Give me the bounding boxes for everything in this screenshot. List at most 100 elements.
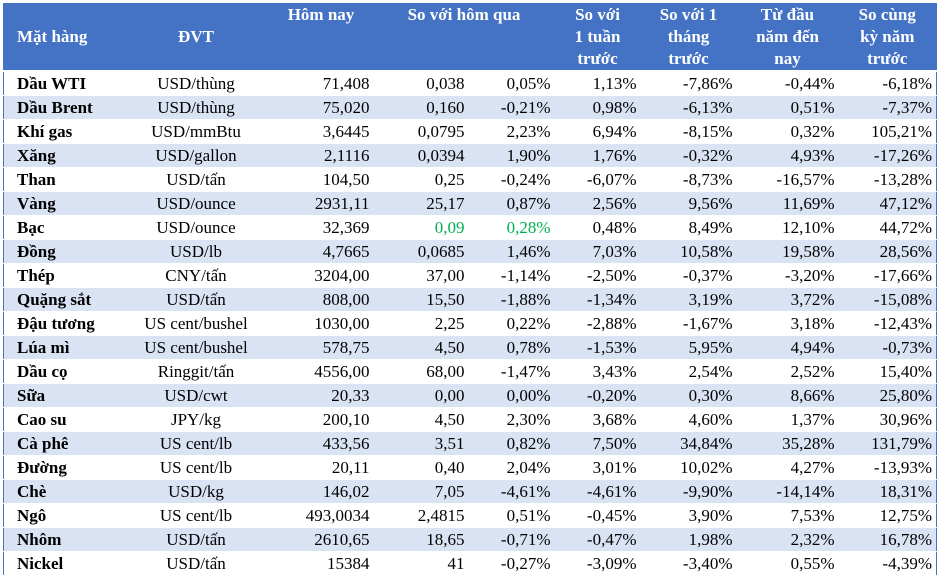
change-vs-week: 6,94% (554, 119, 641, 144)
table-row: Bạc USD/ounce 32,369 0,09 0,28% 0,48% 8,49% 12,… (3, 215, 937, 240)
table-row: Cao su JPY/kg 200,10 4,50 2,30% 3,68% 4,60% 1,3… (3, 407, 937, 432)
change-yoy: -0,73% (838, 335, 937, 360)
price-today: 433,56 (268, 431, 374, 456)
unit-cell: US cent/lb (123, 431, 269, 456)
change-vs-week: 7,50% (554, 431, 641, 456)
change-vs-week: -0,45% (554, 503, 641, 528)
change-ytd: 4,27% (736, 455, 839, 480)
change-yoy: -17,26% (838, 143, 937, 168)
price-today: 75,020 (268, 95, 374, 120)
commodity-name: Vàng (3, 191, 124, 216)
commodity-price-table: Mặt hàng ĐVT Hôm nay So với hôm qua So v… (3, 3, 937, 576)
change-pct-vs-yesterday: -1,14% (468, 263, 555, 288)
unit-cell: USD/tấn (123, 287, 269, 312)
change-vs-yesterday: 3,51 (373, 431, 469, 456)
table-row: Xăng USD/gallon 2,1116 0,0394 1,90% 1,76% -0,3… (3, 143, 937, 168)
unit-cell: USD/mmBtu (123, 119, 269, 144)
change-ytd: 8,66% (736, 383, 839, 408)
change-vs-yesterday: 0,038 (373, 71, 469, 96)
header-ytd-line2: năm đến (756, 27, 819, 46)
change-vs-yesterday: 25,17 (373, 191, 469, 216)
change-vs-week: -0,20% (554, 383, 641, 408)
change-vs-week: -1,34% (554, 287, 641, 312)
change-pct-vs-yesterday: 0,51% (468, 503, 555, 528)
change-yoy: -4,39% (838, 551, 937, 576)
change-vs-week: 3,43% (554, 359, 641, 384)
unit-cell: JPY/kg (123, 407, 269, 432)
table-header: Mặt hàng ĐVT Hôm nay So với hôm qua So v… (3, 3, 937, 72)
change-vs-week: -0,47% (554, 527, 641, 552)
commodity-name: Cà phê (3, 431, 124, 456)
change-pct-vs-yesterday: 2,04% (468, 455, 555, 480)
price-today: 493,0034 (268, 503, 374, 528)
header-vs-yesterday-label: So với hôm qua (407, 5, 521, 24)
change-yoy: 16,78% (838, 527, 937, 552)
change-vs-month: -7,86% (640, 71, 737, 96)
table-row: Cà phê US cent/lb 433,56 3,51 0,82% 7,50% 34,8… (3, 431, 937, 456)
table-row: Nhôm USD/tấn 2610,65 18,65 -0,71% -0,47% 1,98%… (3, 527, 937, 552)
commodity-name: Lúa mì (3, 335, 124, 360)
change-vs-month: 3,19% (640, 287, 737, 312)
header-ytd-line3: nay (774, 49, 801, 68)
header-yoy-line1: So cùng (858, 5, 916, 24)
change-pct-vs-yesterday: -1,88% (468, 287, 555, 312)
header-yoy: So cùng kỳ năm trước (838, 3, 937, 72)
header-commodity-label: Mặt hàng (17, 27, 88, 46)
unit-cell: USD/tấn (123, 167, 269, 192)
header-ytd-line1: Từ đầu (760, 5, 815, 24)
change-ytd: 4,94% (736, 335, 839, 360)
change-vs-week: -1,53% (554, 335, 641, 360)
change-yoy: 25,80% (838, 383, 937, 408)
header-vs-month-line1: So với 1 (659, 5, 718, 24)
change-vs-week: 0,98% (554, 95, 641, 120)
change-pct-vs-yesterday: -0,27% (468, 551, 555, 576)
change-vs-month: 9,56% (640, 191, 737, 216)
change-yoy: -17,66% (838, 263, 937, 288)
table-row: Lúa mì US cent/bushel 578,75 4,50 0,78% -1,53… (3, 335, 937, 360)
change-vs-month: 2,54% (640, 359, 737, 384)
change-yoy: 131,79% (838, 431, 937, 456)
change-pct-vs-yesterday: 2,30% (468, 407, 555, 432)
change-vs-month: 3,90% (640, 503, 737, 528)
price-today: 2931,11 (268, 191, 374, 216)
change-vs-month: -0,32% (640, 143, 737, 168)
change-yoy: 105,21% (838, 119, 937, 144)
change-ytd: -16,57% (736, 167, 839, 192)
change-ytd: 4,93% (736, 143, 839, 168)
price-today: 71,408 (268, 71, 374, 96)
change-pct-vs-yesterday: -0,24% (468, 167, 555, 192)
change-vs-week: 3,01% (554, 455, 641, 480)
header-unit-label: ĐVT (178, 27, 214, 46)
change-vs-month: 10,02% (640, 455, 737, 480)
price-today: 146,02 (268, 479, 374, 504)
unit-cell: USD/tấn (123, 551, 269, 576)
unit-cell: CNY/tấn (123, 263, 269, 288)
price-today: 578,75 (268, 335, 374, 360)
change-pct-vs-yesterday: 1,90% (468, 143, 555, 168)
unit-cell: US cent/bushel (123, 311, 269, 336)
table-row: Thép CNY/tấn 3204,00 37,00 -1,14% -2,50% -0,37… (3, 263, 937, 288)
table-body: Dầu WTI USD/thùng 71,408 0,038 0,05% 1,13% -7,… (3, 71, 937, 576)
table-row: Than USD/tấn 104,50 0,25 -0,24% -6,07% -8,73% -… (3, 167, 937, 192)
price-today: 20,11 (268, 455, 374, 480)
change-ytd: 3,18% (736, 311, 839, 336)
change-yoy: -13,93% (838, 455, 937, 480)
unit-cell: US cent/bushel (123, 335, 269, 360)
change-vs-month: 4,60% (640, 407, 737, 432)
header-vs-month-line2: tháng (667, 27, 710, 46)
change-pct-vs-yesterday: 0,78% (468, 335, 555, 360)
change-yoy: -13,28% (838, 167, 937, 192)
table-row: Khí gas USD/mmBtu 3,6445 0,0795 2,23% 6,94% -8… (3, 119, 937, 144)
unit-cell: USD/tấn (123, 527, 269, 552)
change-vs-yesterday: 0,00 (373, 383, 469, 408)
change-yoy: 28,56% (838, 239, 937, 264)
change-vs-week: 3,68% (554, 407, 641, 432)
change-ytd: 11,69% (736, 191, 839, 216)
header-vs-month: So với 1 tháng trước (640, 3, 737, 72)
header-unit: ĐVT (123, 3, 269, 72)
header-vs-yesterday: So với hôm qua (373, 3, 555, 72)
change-vs-yesterday: 4,50 (373, 335, 469, 360)
change-vs-yesterday: 2,4815 (373, 503, 469, 528)
change-pct-vs-yesterday: 0,28% (468, 215, 555, 240)
price-today: 104,50 (268, 167, 374, 192)
